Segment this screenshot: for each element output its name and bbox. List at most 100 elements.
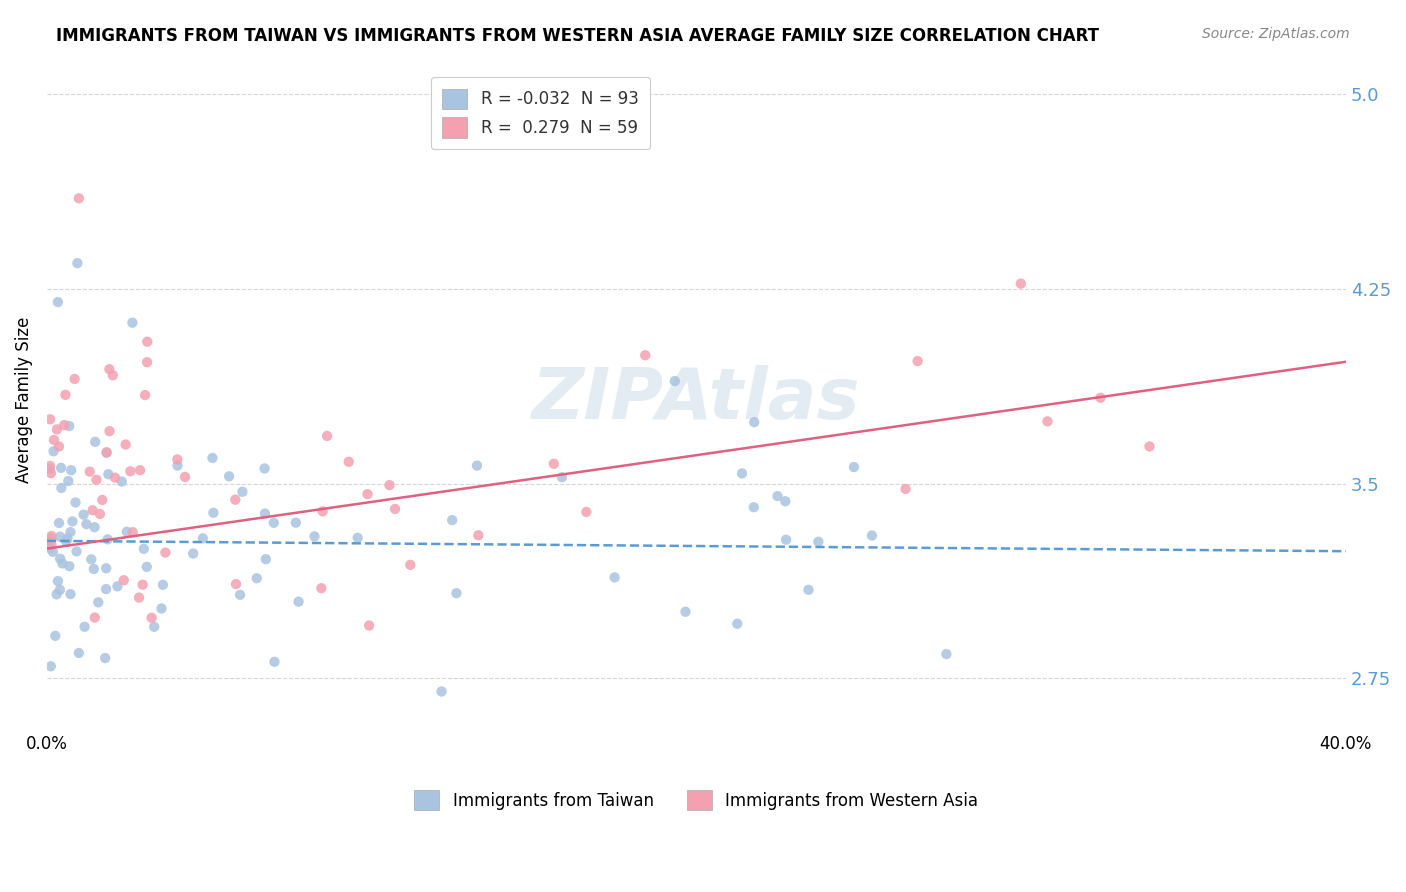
Point [80, 552, 103, 566]
Point [63, 372, 86, 386]
Point [465, 458, 488, 473]
Point [86, 473, 108, 487]
Point [384, 502, 406, 516]
Point [143, 620, 166, 634]
Point [45, 422, 67, 436]
Point [311, 504, 333, 518]
Point [136, 355, 159, 369]
Point [441, 513, 464, 527]
Point [731, 467, 754, 481]
Point [254, 552, 277, 566]
Point [87, 595, 110, 609]
Point [797, 582, 820, 597]
Point [96, 445, 118, 459]
Point [337, 455, 360, 469]
Point [166, 458, 188, 473]
Point [107, 579, 129, 593]
Point [201, 450, 224, 465]
Point [467, 528, 489, 542]
Point [766, 489, 789, 503]
Point [1036, 414, 1059, 428]
Point [134, 388, 156, 402]
Point [55, 388, 77, 402]
Point [41, 538, 63, 552]
Point [225, 577, 247, 591]
Point [131, 577, 153, 591]
Point [1121, 814, 1143, 829]
Point [218, 469, 240, 483]
Point [97, 467, 120, 482]
Point [894, 482, 917, 496]
Point [263, 655, 285, 669]
Point [935, 647, 957, 661]
Point [634, 348, 657, 362]
Point [775, 533, 797, 547]
Point [860, 528, 883, 542]
Point [58, 474, 80, 488]
Point [83, 610, 105, 624]
Point [49, 530, 72, 544]
Point [42, 444, 65, 458]
Point [39, 659, 62, 673]
Point [742, 500, 765, 515]
Point [96, 446, 118, 460]
Point [58, 419, 80, 434]
Point [359, 618, 381, 632]
Point [59, 587, 82, 601]
Point [38, 534, 60, 549]
Point [82, 503, 104, 517]
Point [114, 437, 136, 451]
Point [44, 629, 66, 643]
Point [46, 574, 69, 588]
Point [41, 529, 63, 543]
Point [742, 415, 765, 429]
Point [84, 434, 107, 449]
Point [112, 573, 135, 587]
Point [75, 517, 97, 532]
Text: Source: ZipAtlas.com: Source: ZipAtlas.com [1202, 27, 1350, 41]
Point [202, 506, 225, 520]
Point [378, 478, 401, 492]
Point [166, 452, 188, 467]
Point [152, 578, 174, 592]
Point [1139, 440, 1161, 454]
Point [83, 520, 105, 534]
Point [775, 494, 797, 508]
Point [39, 466, 62, 480]
Point [39, 412, 62, 426]
Point [311, 581, 333, 595]
Point [430, 684, 453, 698]
Point [229, 588, 252, 602]
Point [842, 460, 865, 475]
Point [66, 256, 89, 270]
Point [284, 516, 307, 530]
Point [543, 457, 565, 471]
Point [1090, 391, 1112, 405]
Point [79, 465, 101, 479]
Point [94, 651, 117, 665]
Point [62, 515, 84, 529]
Point [399, 558, 422, 572]
Point [39, 458, 62, 473]
Point [97, 533, 120, 547]
Point [91, 492, 114, 507]
Point [101, 368, 124, 383]
Point [58, 559, 80, 574]
Point [128, 591, 150, 605]
Point [907, 354, 929, 368]
Y-axis label: Average Family Size: Average Family Size [15, 316, 32, 483]
Point [60, 463, 83, 477]
Point [104, 470, 127, 484]
Point [346, 531, 368, 545]
Point [38, 533, 60, 547]
Point [38, 462, 60, 476]
Point [65, 544, 87, 558]
Point [253, 461, 276, 475]
Point [263, 516, 285, 530]
Point [94, 582, 117, 596]
Point [89, 507, 111, 521]
Point [603, 570, 626, 584]
Point [39, 532, 62, 546]
Text: ZIPAtlas: ZIPAtlas [531, 365, 860, 434]
Point [253, 507, 276, 521]
